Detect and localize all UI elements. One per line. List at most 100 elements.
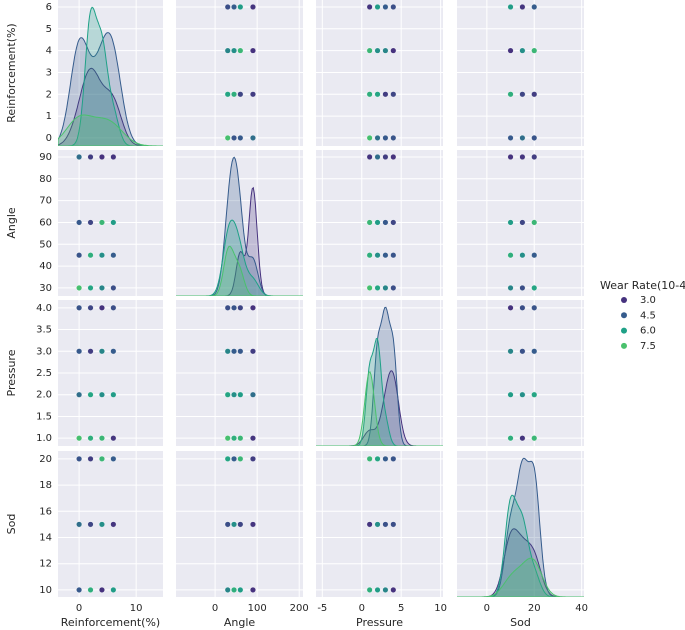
scatter-point — [231, 47, 238, 54]
scatter-point — [374, 521, 381, 528]
scatter-point — [366, 252, 373, 259]
scatter-point — [76, 219, 83, 226]
scatter-point — [224, 47, 231, 54]
scatter-point — [87, 219, 94, 226]
scatter-point — [237, 435, 244, 442]
scatter-point — [374, 586, 381, 593]
scatter-point — [519, 435, 526, 442]
scatter-point — [390, 521, 397, 528]
y-tick-label: 40 — [39, 261, 52, 272]
scatter-point — [382, 219, 389, 226]
scatter-point — [98, 391, 105, 398]
kde-curve — [316, 338, 443, 446]
scatter-point — [98, 586, 105, 593]
scatter-point — [76, 304, 83, 311]
y-tick-label: 90 — [39, 152, 52, 163]
scatter-point — [519, 134, 526, 141]
y-tick-label: 70 — [39, 196, 52, 207]
scatter-point — [224, 91, 231, 98]
scatter-point — [366, 134, 373, 141]
scatter-point — [249, 91, 256, 98]
scatter-point — [374, 219, 381, 226]
legend-marker — [621, 327, 627, 334]
scatter-point — [231, 304, 238, 311]
scatter-point — [224, 304, 231, 311]
scatter-point — [76, 284, 83, 291]
scatter-point — [237, 134, 244, 141]
y-tick-label: 14 — [39, 532, 52, 543]
scatter-point — [507, 252, 514, 259]
scatter-point — [98, 455, 105, 462]
x-axis-label: Sod — [510, 616, 531, 629]
scatter-point — [249, 521, 256, 528]
y-axis-label: Pressure — [5, 349, 18, 396]
x-tick-label: 0 — [484, 603, 490, 614]
scatter-point — [382, 134, 389, 141]
x-tick-label: 0 — [359, 603, 365, 614]
x-tick-label: -5 — [317, 603, 327, 614]
panel-background — [316, 0, 443, 146]
scatter-point — [390, 252, 397, 259]
x-axis-label: Angle — [224, 616, 256, 629]
y-tick-label: 18 — [39, 480, 52, 491]
scatter-point — [382, 521, 389, 528]
scatter-point — [237, 348, 244, 355]
scatter-point — [531, 91, 538, 98]
scatter-point — [390, 47, 397, 54]
scatter-point — [382, 284, 389, 291]
y-tick-label: 6 — [46, 2, 52, 13]
scatter-point — [519, 252, 526, 259]
scatter-point — [507, 153, 514, 160]
scatter-point — [224, 435, 231, 442]
scatter-point — [224, 134, 231, 141]
scatter-point — [507, 435, 514, 442]
scatter-point — [531, 134, 538, 141]
scatter-point — [76, 586, 83, 593]
y-tick-label: 60 — [39, 217, 52, 228]
scatter-point — [382, 153, 389, 160]
scatter-point — [531, 153, 538, 160]
scatter-point — [519, 284, 526, 291]
y-tick-label: 2 — [46, 89, 52, 100]
kde-curve — [457, 457, 584, 597]
scatter-point — [231, 134, 238, 141]
scatter-point — [531, 435, 538, 442]
x-tick-label: 0 — [76, 603, 82, 614]
scatter-point — [531, 252, 538, 259]
scatter-point — [231, 348, 238, 355]
scatter-point — [390, 455, 397, 462]
scatter-point — [507, 219, 514, 226]
scatter-point — [76, 391, 83, 398]
kde-curve — [316, 306, 443, 446]
kde-curve — [176, 219, 303, 296]
kde-curve — [316, 371, 443, 446]
scatter-point — [374, 252, 381, 259]
scatter-point — [382, 3, 389, 10]
scatter-point — [76, 435, 83, 442]
panel — [457, 0, 584, 146]
scatter-point — [507, 91, 514, 98]
legend-label: 7.5 — [640, 341, 656, 352]
scatter-point — [382, 47, 389, 54]
y-tick-label: 3.5 — [36, 325, 52, 336]
scatter-point — [249, 47, 256, 54]
x-tick-label: 0 — [212, 603, 218, 614]
scatter-point — [374, 91, 381, 98]
scatter-point — [224, 391, 231, 398]
y-tick-label: 30 — [39, 283, 52, 294]
scatter-point — [231, 586, 238, 593]
panel — [58, 451, 163, 597]
scatter-point — [366, 153, 373, 160]
x-axis-label: Reinforcement(%) — [61, 616, 160, 629]
scatter-point — [531, 47, 538, 54]
scatter-point — [87, 391, 94, 398]
scatter-point — [390, 134, 397, 141]
scatter-point — [374, 455, 381, 462]
scatter-point — [110, 153, 117, 160]
scatter-point — [366, 219, 373, 226]
scatter-point — [519, 47, 526, 54]
panel — [316, 0, 443, 146]
scatter-point — [87, 455, 94, 462]
scatter-point — [531, 3, 538, 10]
scatter-point — [249, 134, 256, 141]
